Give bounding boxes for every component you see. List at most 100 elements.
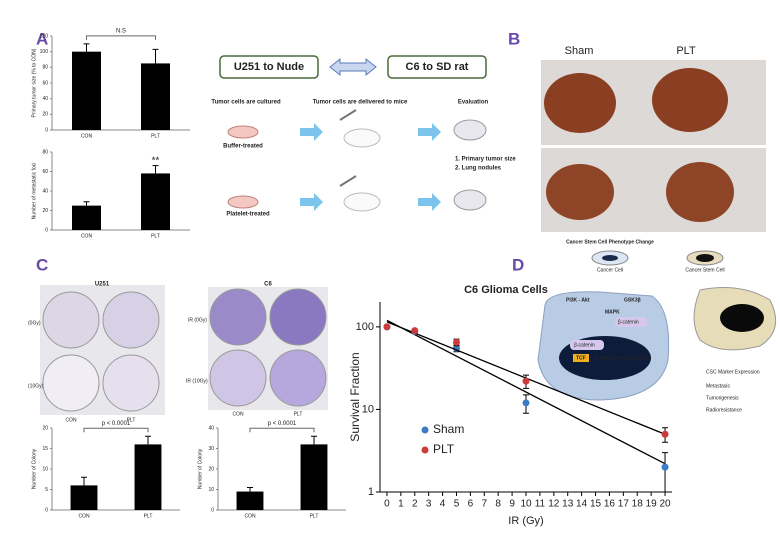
colony-plates: U251 (0Gy) (10Gy) CON PLT C6 IR (0Gy) IR… <box>28 282 328 423</box>
error-bar <box>145 435 151 445</box>
x-tick-label: 0 <box>384 499 390 510</box>
plate <box>269 349 327 407</box>
x-tick-label: CON <box>81 133 93 139</box>
x-tick-label: 15 <box>590 499 602 510</box>
panel-label: C <box>36 255 48 274</box>
y-tick-label: 80 <box>42 65 48 71</box>
bracket <box>83 427 149 433</box>
dose-label: (0Gy) <box>28 320 41 326</box>
x-tick-label: 14 <box>576 499 588 510</box>
y-tick-label: 10 <box>362 403 374 415</box>
x-tick-label: PLT <box>151 133 160 139</box>
error-bar <box>311 435 317 445</box>
protein-box <box>615 317 647 327</box>
cell-label: Cancer Stem Cell <box>685 267 724 273</box>
syringe <box>339 175 357 187</box>
plate <box>209 288 267 346</box>
dish <box>227 195 259 209</box>
error-bar <box>662 452 669 493</box>
legend-marker <box>421 426 429 434</box>
x-tick-label: 17 <box>618 499 630 510</box>
mouse <box>343 128 381 148</box>
nucleus <box>696 254 714 262</box>
bar <box>70 485 98 510</box>
x-tick-label: 1 <box>398 499 404 510</box>
annotation: N.S <box>116 28 126 34</box>
chart-title: C6 Glioma Cells <box>464 284 548 296</box>
x-tick-label: 8 <box>495 499 501 510</box>
bar <box>236 491 264 510</box>
y-tick-label: 100 <box>40 49 49 55</box>
group-label: PLT <box>127 417 136 423</box>
model-box <box>219 55 319 79</box>
dish <box>227 125 259 139</box>
step-label: Tumor cells are cultured <box>211 100 281 106</box>
x-tick-label: 2 <box>412 499 418 510</box>
group-label: PLT <box>294 411 303 417</box>
y-axis-label: Number of Colony <box>197 448 203 489</box>
y-tick-label: 20 <box>42 425 48 431</box>
protein: PI3K - Akt <box>566 297 590 303</box>
x-tick-label: 5 <box>454 499 460 510</box>
y-tick-label: 10 <box>208 487 214 493</box>
y-tick-label: 100 <box>356 321 374 333</box>
protein: β-catenin <box>618 319 639 325</box>
point <box>522 399 530 407</box>
y-axis-label: Survival Fraction <box>348 352 362 441</box>
y-tick-label: 0 <box>45 507 48 513</box>
bar <box>134 444 162 510</box>
fit-line <box>386 319 666 465</box>
y-tick-label: 30 <box>208 446 214 452</box>
point <box>411 327 419 335</box>
error-bar <box>81 476 87 486</box>
x-tick-label: CON <box>78 513 90 519</box>
double-arrow <box>329 57 377 77</box>
y-tick-label: 40 <box>42 96 48 102</box>
group-label: PLT <box>676 45 696 57</box>
y-tick-label: 1 <box>368 486 374 498</box>
error-bar <box>247 486 253 492</box>
legend-marker <box>421 446 429 454</box>
target-label: Target Gene Expression <box>594 355 651 361</box>
y-tick-label: 0 <box>45 127 48 133</box>
x-tick-label: 7 <box>482 499 488 510</box>
model-label: U251 to Nude <box>234 61 304 73</box>
x-tick-label: PLT <box>151 233 160 239</box>
y-axis-label: Number of metastatic foci <box>31 163 37 220</box>
error-bar <box>152 48 159 64</box>
y-tick-label: 60 <box>42 80 48 86</box>
lung <box>544 73 616 133</box>
point <box>383 323 391 331</box>
lung <box>652 68 728 132</box>
error-bar <box>83 43 90 52</box>
panel-label: A <box>36 29 48 48</box>
bar <box>72 51 101 130</box>
y-tick-label: 80 <box>42 149 48 155</box>
model-box <box>387 55 487 79</box>
step-label: Tumor cells are delivered to mice <box>313 100 408 106</box>
plate <box>42 291 100 349</box>
x-tick-label: 3 <box>426 499 432 510</box>
plate-title: U251 <box>95 282 110 288</box>
error-bar <box>83 201 90 206</box>
step-label: Evaluation <box>458 100 489 106</box>
y-tick-label: 120 <box>40 33 49 39</box>
point <box>522 377 530 385</box>
lung-photos: Sham PLT <box>541 45 766 232</box>
bar <box>300 444 328 510</box>
x-tick-label: 10 <box>520 499 532 510</box>
syringe <box>339 109 357 121</box>
arrow <box>300 123 441 211</box>
x-tick-label: PLT <box>144 513 153 519</box>
legend-label: Sham <box>433 422 464 436</box>
protein: TCF <box>576 355 586 361</box>
point <box>661 463 669 471</box>
eval-label: 2. Lung nodules <box>455 166 502 172</box>
y-axis-label: Primary tumor size (% to CON) <box>31 48 37 117</box>
x-tick-label: PLT <box>310 513 319 519</box>
eval-label: 1. Primary tumor size <box>455 157 516 163</box>
pathway-diagram: Cancer Stem Cell Phenotype Change Cancer… <box>537 239 777 413</box>
group-label: Sham <box>565 45 594 57</box>
y-tick-label: 20 <box>42 208 48 214</box>
